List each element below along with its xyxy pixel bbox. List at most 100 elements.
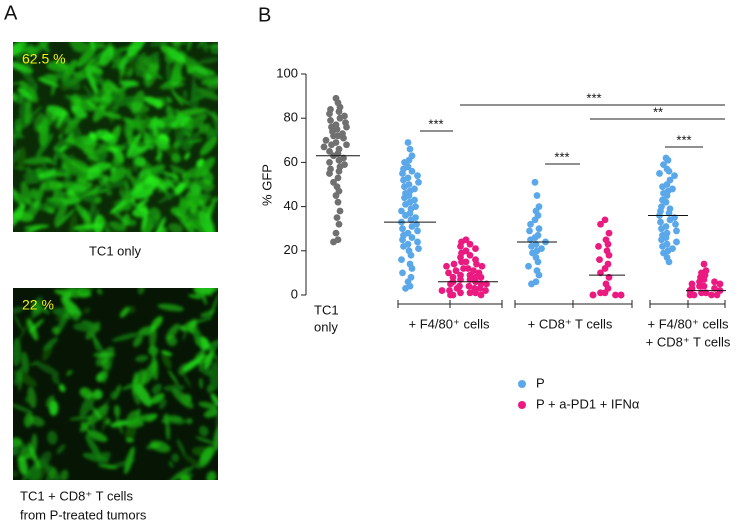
- cell: [149, 440, 171, 453]
- data-point: [415, 178, 422, 186]
- data-point: [605, 229, 613, 237]
- cell: [139, 160, 153, 171]
- data-point: [482, 287, 489, 294]
- cell: [60, 77, 72, 91]
- data-point: [535, 271, 543, 279]
- legend-label: P: [536, 375, 545, 390]
- cell: [191, 446, 217, 457]
- cell: [186, 195, 199, 217]
- cell: [35, 362, 60, 376]
- data-point: [596, 256, 603, 264]
- cell: [54, 201, 68, 227]
- cell: [149, 125, 161, 139]
- data-point: [438, 287, 446, 294]
- data-point: [399, 269, 406, 277]
- cell: [143, 51, 160, 65]
- cell: [198, 349, 204, 373]
- cell: [171, 388, 194, 409]
- data-point: [465, 282, 473, 290]
- group-brackets: [397, 104, 726, 308]
- cell: [58, 145, 68, 152]
- x-tick-label: + CD8⁺ T cells: [528, 316, 613, 331]
- cell: [17, 146, 27, 171]
- cell: [213, 424, 218, 451]
- cell: [61, 161, 69, 172]
- cell: [13, 149, 21, 170]
- cell: [154, 118, 165, 129]
- cell: [67, 166, 87, 179]
- cell: [161, 350, 173, 356]
- data-point: [415, 245, 422, 252]
- cell: [209, 361, 218, 391]
- cell: [53, 156, 58, 167]
- cell: [13, 337, 22, 367]
- cell: [183, 465, 195, 476]
- data-point: [662, 198, 670, 206]
- cell: [127, 305, 136, 314]
- cell: [157, 303, 185, 312]
- cell: [135, 355, 149, 363]
- data-point: [408, 223, 416, 230]
- data-point: [457, 276, 464, 283]
- data-point: [334, 174, 342, 182]
- cell: [135, 55, 144, 77]
- data-point: [328, 141, 335, 149]
- cell: [39, 168, 57, 180]
- data-point: [604, 240, 612, 248]
- cell: [111, 104, 119, 112]
- y-tick-label: 0: [291, 286, 298, 301]
- cell: [195, 436, 217, 445]
- cell: [82, 83, 98, 103]
- cell: [23, 225, 42, 232]
- data-point: [466, 251, 474, 259]
- cell: [41, 343, 53, 362]
- cell: [24, 85, 38, 108]
- cell: [96, 288, 103, 295]
- cell: [169, 165, 194, 179]
- data-point: [666, 216, 674, 224]
- data-point: [671, 172, 678, 180]
- data-point: [398, 207, 405, 215]
- cell: [91, 406, 103, 420]
- data-point: [457, 289, 464, 297]
- cell: [163, 384, 185, 392]
- panel-label: A: [4, 2, 18, 24]
- cell: [118, 56, 128, 70]
- data-point: [400, 176, 407, 184]
- cell: [112, 210, 131, 226]
- cell: [97, 463, 118, 469]
- cell: [154, 216, 166, 232]
- cell: [102, 111, 122, 120]
- data-point: [658, 236, 665, 244]
- y-tick-label: 100: [276, 65, 298, 80]
- cell: [21, 42, 27, 50]
- cell: [85, 58, 96, 69]
- cell: [154, 137, 171, 150]
- cell: [79, 387, 93, 399]
- cell: [210, 393, 218, 407]
- cell: [47, 430, 58, 445]
- cell: [141, 164, 165, 178]
- cell: [135, 145, 143, 154]
- x-tick-label: + F4/80⁺ cells: [409, 316, 490, 331]
- cell: [125, 453, 135, 461]
- cell: [127, 102, 150, 113]
- data-point: [665, 167, 673, 175]
- cell: [55, 309, 71, 336]
- cell: [206, 471, 217, 480]
- data-point: [414, 227, 421, 235]
- data-point: [414, 238, 421, 246]
- data-point: [713, 291, 721, 299]
- cell: [168, 369, 179, 385]
- data-point: [696, 282, 703, 290]
- cell: [85, 434, 102, 460]
- cell: [165, 422, 171, 441]
- cell: [70, 159, 91, 173]
- cell: [199, 136, 218, 156]
- x-tick-label: TC1: [314, 302, 339, 317]
- y-tick-label: 40: [284, 198, 298, 213]
- cell: [79, 288, 96, 294]
- data-point: [528, 242, 535, 250]
- significance: ***: [428, 116, 443, 131]
